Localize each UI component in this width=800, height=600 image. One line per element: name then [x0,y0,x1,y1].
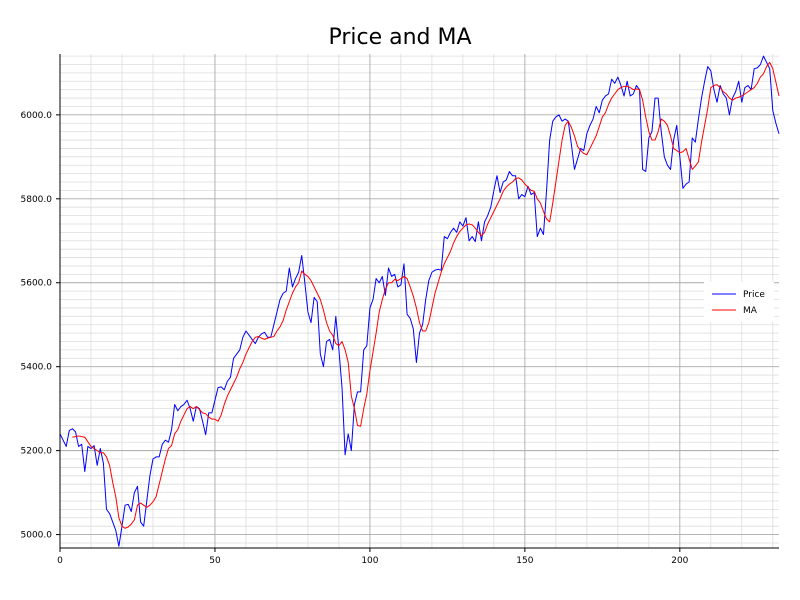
y-tick-label: 6000.0 [21,111,53,121]
y-tick-label: 5000.0 [21,531,53,541]
y-axis-ticks: 5000.0 5200.0 5400.0 5600.0 5800.0 6000.0 [21,111,60,541]
x-tick-label: 150 [516,556,533,566]
series-line-price [59,55,780,547]
x-axis-ticks: 0 50 100 150 200 [57,548,689,566]
legend-label: Price [743,290,765,300]
x-tick-label: 200 [671,556,688,566]
axes [59,54,779,549]
y-tick-label: 5600.0 [21,279,53,289]
minor-gridlines [60,54,779,548]
major-gridlines [60,54,779,548]
y-tick-label: 5200.0 [21,447,53,457]
y-tick-label: 5400.0 [21,363,53,373]
legend: Price MA [704,282,774,322]
x-tick-label: 100 [361,556,378,566]
legend-label: MA [743,306,758,316]
chart-title: Price and MA [328,25,471,50]
series-line-ma [72,61,780,529]
legend-box [704,282,774,322]
y-tick-label: 5800.0 [21,195,53,205]
x-tick-label: 50 [209,556,221,566]
x-tick-label: 0 [57,556,63,566]
series-layer [59,55,780,547]
